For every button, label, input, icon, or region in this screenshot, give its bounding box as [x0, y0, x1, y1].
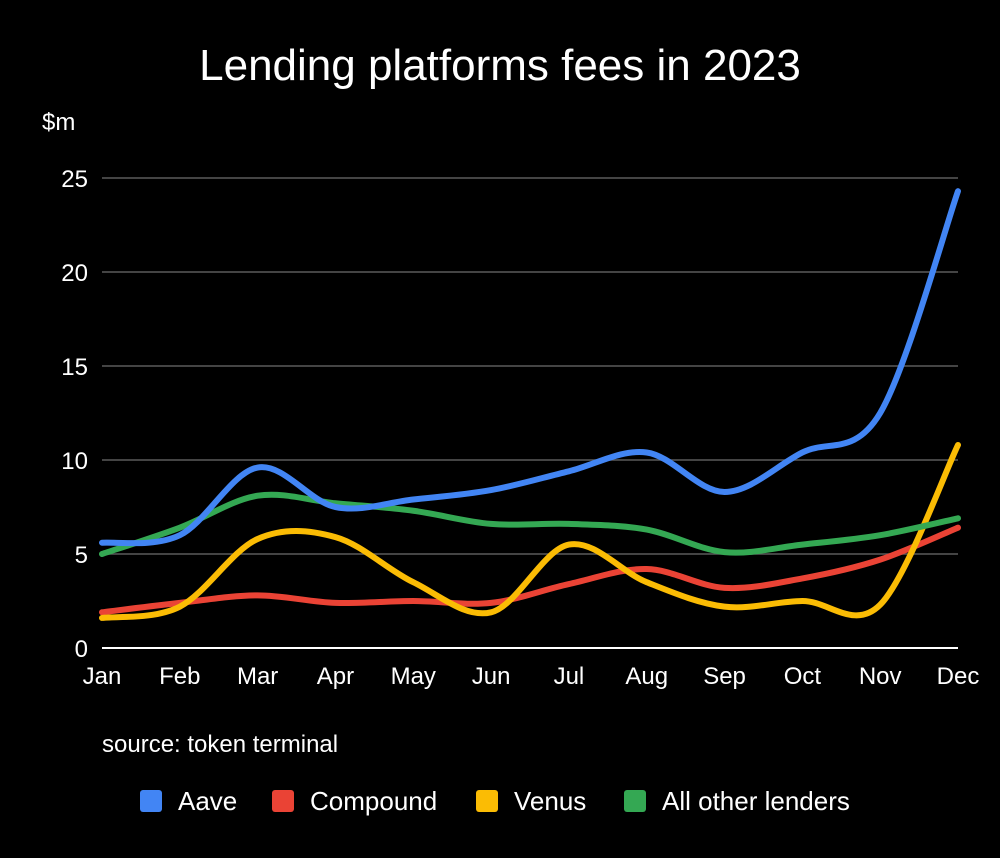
x-tick-label: Apr [317, 663, 354, 690]
x-tick-label: Feb [159, 663, 200, 690]
legend-label-aave: Aave [178, 786, 237, 816]
y-tick-label: 15 [61, 354, 88, 381]
x-tick-label: May [391, 663, 436, 690]
x-tick-label: Jun [472, 663, 511, 690]
y-tick-label: 20 [61, 260, 88, 287]
legend-label-venus: Venus [514, 786, 586, 816]
legend-swatch-all-other-lenders [624, 790, 646, 812]
chart-title: Lending platforms fees in 2023 [199, 41, 801, 90]
x-tick-label: Dec [937, 663, 980, 690]
y-axis-ticks: 0 5 10 15 20 25 [61, 166, 88, 663]
legend-swatch-venus [476, 790, 498, 812]
y-tick-label: 25 [61, 166, 88, 193]
y-axis-unit-label: $m [42, 109, 75, 136]
legend-label-compound: Compound [310, 786, 437, 816]
series-line-compound [99, 524, 961, 616]
x-tick-label: Sep [703, 663, 746, 690]
legend: Aave Compound Venus All other lenders [140, 786, 850, 816]
legend-swatch-aave [140, 790, 162, 812]
y-tick-label: 10 [61, 448, 88, 475]
x-tick-label: Jul [554, 663, 585, 690]
y-tick-label: 0 [75, 636, 88, 663]
x-tick-label: Nov [859, 663, 902, 690]
x-tick-label: Oct [784, 663, 822, 690]
series-line-aave [99, 188, 961, 547]
series-line-venus [99, 441, 961, 621]
source-note: source: token terminal [102, 731, 338, 758]
x-tick-label: Jan [83, 663, 122, 690]
x-tick-label: Mar [237, 663, 278, 690]
series-layer [99, 188, 961, 621]
y-tick-label: 5 [75, 542, 88, 569]
grid-layer [102, 177, 958, 649]
x-tick-label: Aug [625, 663, 668, 690]
x-axis-ticks: Jan Feb Mar Apr May Jun Jul Aug Sep Oct Nov Dec [83, 663, 980, 690]
series-line-all-other-lenders [99, 491, 961, 557]
legend-label-all-other-lenders: All other lenders [662, 786, 850, 816]
legend-swatch-compound [272, 790, 294, 812]
